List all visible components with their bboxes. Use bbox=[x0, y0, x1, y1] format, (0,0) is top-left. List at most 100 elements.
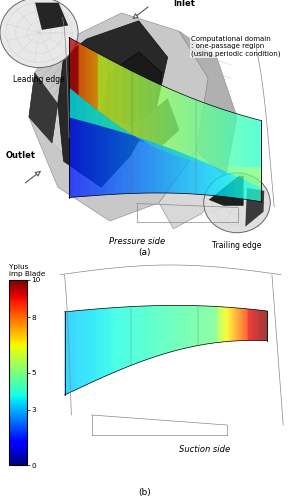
Text: Pressure side: Pressure side bbox=[109, 238, 165, 246]
Polygon shape bbox=[99, 126, 100, 195]
Polygon shape bbox=[120, 127, 121, 132]
Polygon shape bbox=[166, 147, 167, 193]
Polygon shape bbox=[73, 118, 74, 197]
Polygon shape bbox=[106, 117, 107, 128]
Polygon shape bbox=[196, 158, 197, 162]
Polygon shape bbox=[202, 162, 203, 194]
Polygon shape bbox=[247, 167, 248, 182]
Polygon shape bbox=[236, 176, 237, 198]
Polygon shape bbox=[158, 306, 159, 356]
Polygon shape bbox=[228, 172, 229, 197]
Polygon shape bbox=[127, 307, 128, 367]
Polygon shape bbox=[177, 151, 178, 194]
Polygon shape bbox=[168, 148, 169, 153]
Polygon shape bbox=[189, 306, 190, 347]
Polygon shape bbox=[187, 155, 188, 160]
Polygon shape bbox=[243, 116, 244, 167]
Polygon shape bbox=[71, 118, 72, 198]
Polygon shape bbox=[252, 184, 253, 200]
Polygon shape bbox=[209, 306, 210, 344]
Polygon shape bbox=[195, 158, 196, 162]
Polygon shape bbox=[228, 111, 229, 166]
Polygon shape bbox=[157, 144, 158, 193]
Polygon shape bbox=[72, 118, 73, 197]
Polygon shape bbox=[189, 156, 190, 194]
Polygon shape bbox=[194, 306, 195, 346]
Polygon shape bbox=[167, 148, 168, 193]
Polygon shape bbox=[103, 56, 104, 115]
Polygon shape bbox=[149, 141, 150, 193]
Polygon shape bbox=[168, 306, 169, 352]
Polygon shape bbox=[98, 110, 99, 126]
Polygon shape bbox=[188, 156, 189, 194]
Polygon shape bbox=[83, 45, 84, 100]
Polygon shape bbox=[75, 119, 76, 197]
Polygon shape bbox=[82, 121, 83, 196]
Text: (b): (b) bbox=[138, 488, 151, 498]
Polygon shape bbox=[77, 42, 78, 95]
Polygon shape bbox=[171, 149, 172, 154]
Polygon shape bbox=[266, 311, 267, 340]
Polygon shape bbox=[116, 308, 117, 372]
Polygon shape bbox=[125, 130, 126, 134]
Polygon shape bbox=[204, 162, 205, 163]
Polygon shape bbox=[124, 130, 125, 133]
Polygon shape bbox=[178, 152, 179, 194]
Polygon shape bbox=[213, 106, 214, 164]
Polygon shape bbox=[125, 68, 126, 130]
Polygon shape bbox=[96, 109, 97, 125]
Polygon shape bbox=[35, 2, 68, 30]
Polygon shape bbox=[262, 310, 263, 340]
Polygon shape bbox=[139, 138, 140, 139]
Polygon shape bbox=[76, 120, 77, 197]
Polygon shape bbox=[216, 165, 217, 168]
Polygon shape bbox=[90, 310, 91, 383]
Polygon shape bbox=[180, 94, 181, 158]
Polygon shape bbox=[255, 119, 256, 168]
Polygon shape bbox=[87, 48, 88, 102]
Polygon shape bbox=[219, 166, 220, 169]
Polygon shape bbox=[120, 65, 121, 127]
Polygon shape bbox=[182, 306, 183, 349]
Polygon shape bbox=[163, 146, 164, 193]
Polygon shape bbox=[130, 133, 131, 135]
Polygon shape bbox=[162, 306, 163, 354]
Polygon shape bbox=[203, 162, 204, 163]
Polygon shape bbox=[80, 96, 81, 120]
Polygon shape bbox=[180, 152, 181, 158]
Polygon shape bbox=[118, 308, 119, 370]
Polygon shape bbox=[71, 311, 72, 392]
Polygon shape bbox=[89, 310, 90, 384]
Polygon shape bbox=[173, 150, 174, 155]
Polygon shape bbox=[134, 136, 135, 194]
Polygon shape bbox=[233, 308, 234, 341]
Polygon shape bbox=[173, 90, 174, 155]
Polygon shape bbox=[86, 122, 87, 196]
Polygon shape bbox=[175, 150, 176, 193]
Polygon shape bbox=[220, 166, 221, 170]
Polygon shape bbox=[190, 156, 191, 160]
Polygon shape bbox=[167, 148, 168, 152]
Polygon shape bbox=[158, 144, 159, 193]
Polygon shape bbox=[195, 100, 196, 162]
Polygon shape bbox=[134, 72, 135, 136]
Polygon shape bbox=[136, 306, 137, 364]
Polygon shape bbox=[149, 80, 150, 144]
Polygon shape bbox=[134, 306, 135, 364]
Polygon shape bbox=[127, 68, 128, 132]
Polygon shape bbox=[74, 40, 75, 92]
Polygon shape bbox=[118, 126, 119, 132]
Polygon shape bbox=[69, 118, 70, 198]
Polygon shape bbox=[210, 164, 211, 165]
Polygon shape bbox=[211, 306, 212, 344]
Polygon shape bbox=[94, 309, 95, 382]
Polygon shape bbox=[139, 138, 140, 193]
Polygon shape bbox=[239, 178, 240, 199]
Polygon shape bbox=[215, 167, 216, 196]
Polygon shape bbox=[106, 128, 107, 195]
Polygon shape bbox=[240, 115, 241, 167]
Polygon shape bbox=[235, 114, 236, 166]
Polygon shape bbox=[199, 306, 200, 346]
Polygon shape bbox=[221, 307, 222, 342]
Polygon shape bbox=[246, 167, 247, 181]
